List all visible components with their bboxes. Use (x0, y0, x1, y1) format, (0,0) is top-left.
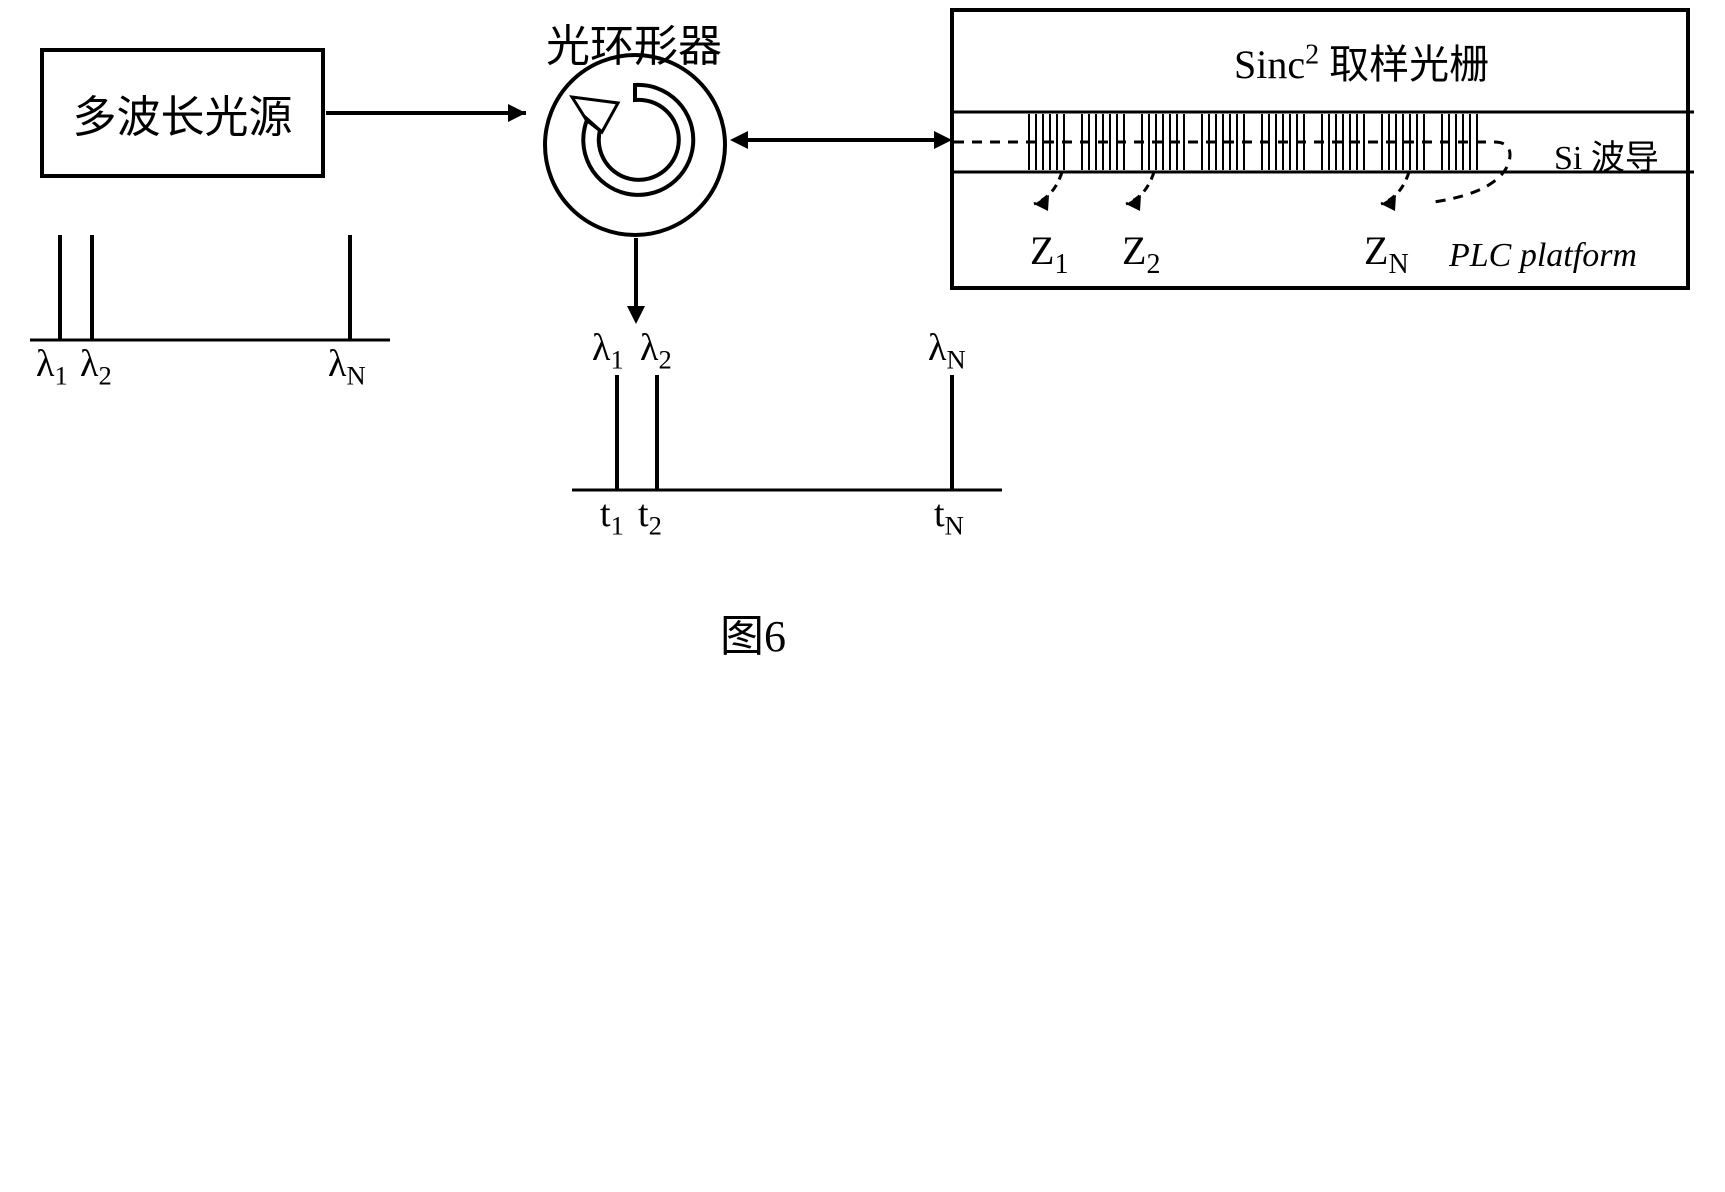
z2-text: Z (1122, 228, 1146, 273)
grating-title-suffix: 取样光栅 (1319, 42, 1489, 87)
source-label: 多波长光源 (73, 81, 293, 145)
figure-caption: 图6 (720, 600, 786, 664)
grating-title-prefix: Sinc (1234, 42, 1305, 87)
t2-sym: t (638, 493, 649, 535)
lambda2-left-sym: λ (80, 343, 98, 385)
lambda1-left-sym: λ (36, 343, 54, 385)
lambdaN-center-sym: λ (928, 327, 946, 369)
lambda2-center: λ2 (640, 326, 672, 376)
t1-label: t1 (600, 492, 624, 542)
lambdaN-left-sub: N (346, 361, 365, 391)
lambda1-center-sub: 1 (610, 345, 623, 375)
waveguide-si: Si (1554, 140, 1591, 177)
arrow-circulator-to-grating (730, 122, 955, 162)
spectrum-center: λ1 λ2 λN t1 t2 tN (572, 320, 1002, 560)
z1-text: Z (1030, 228, 1054, 273)
lambda1-center: λ1 (592, 326, 624, 376)
lambda1-center-sym: λ (592, 327, 610, 369)
arrow-source-to-circulator (326, 95, 546, 135)
z1-label: Z1 (1030, 227, 1068, 281)
lambdaN-left: λN (328, 342, 366, 392)
t1-sym: t (600, 493, 611, 535)
lambdaN-left-sym: λ (328, 343, 346, 385)
zn-sub: N (1388, 249, 1408, 280)
diagram-container: 多波长光源 光环形器 Sinc2 取样光栅 (0, 0, 1725, 1192)
lambda1-left-sub: 1 (54, 361, 67, 391)
t2-label: t2 (638, 492, 662, 542)
lambda2-left-sub: 2 (98, 361, 111, 391)
tN-label: tN (934, 492, 964, 542)
waveguide-cjk: 波导 (1591, 140, 1659, 177)
circulator-icon (540, 50, 730, 240)
arrow-circulator-down (618, 238, 658, 326)
grating-box: Sinc2 取样光栅 (950, 8, 1690, 290)
z1-sub: 1 (1054, 249, 1068, 280)
lambda1-left: λ1 (36, 342, 68, 392)
z2-label: Z2 (1122, 227, 1160, 281)
t1-sub: 1 (611, 511, 624, 541)
lambda2-center-sym: λ (640, 327, 658, 369)
waveguide-label: Si 波导 (1554, 130, 1659, 179)
t2-sub: 2 (649, 511, 662, 541)
zn-text: Z (1364, 228, 1388, 273)
lambda2-left: λ2 (80, 342, 112, 392)
lambdaN-center: λN (928, 326, 966, 376)
zn-label: ZN (1364, 227, 1409, 281)
grating-title: Sinc2 取样光栅 (1234, 32, 1489, 90)
grating-title-exp: 2 (1305, 40, 1319, 71)
spectrum-left: λ1 λ2 λN (30, 220, 390, 380)
source-box: 多波长光源 (40, 48, 325, 178)
plc-label: PLC platform (1449, 237, 1637, 275)
tN-sym: t (934, 493, 945, 535)
z2-sub: 2 (1146, 249, 1160, 280)
lambdaN-center-sub: N (946, 345, 965, 375)
lambda2-center-sub: 2 (658, 345, 671, 375)
tN-sub: N (945, 511, 964, 541)
